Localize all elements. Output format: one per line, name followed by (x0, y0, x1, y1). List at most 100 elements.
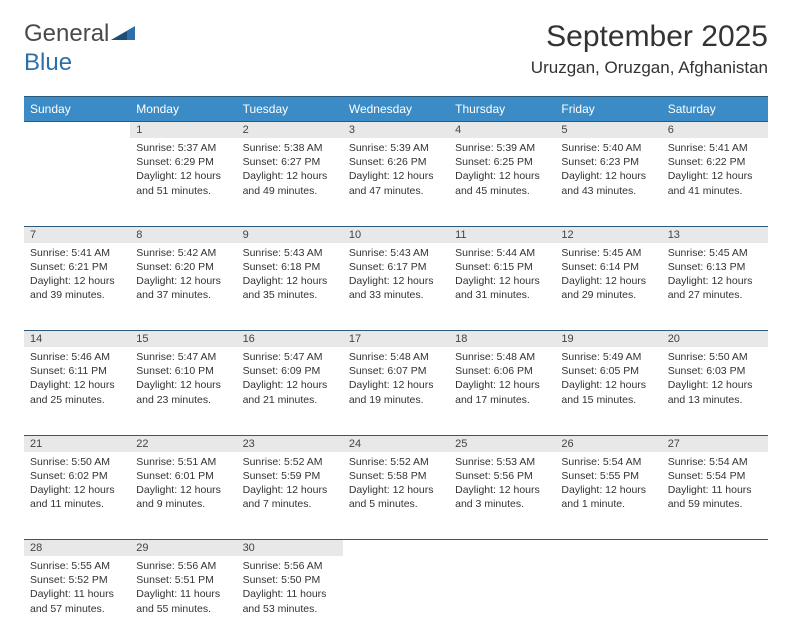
sunrise-line: Sunrise: 5:47 AM (243, 350, 337, 364)
brand-logo: General Blue (24, 20, 137, 77)
day-number-cell: 13 (662, 226, 768, 243)
day-detail-cell: Sunrise: 5:56 AMSunset: 5:50 PMDaylight:… (237, 556, 343, 644)
sunset-line: Sunset: 6:27 PM (243, 155, 337, 169)
day-detail-cell: Sunrise: 5:46 AMSunset: 6:11 PMDaylight:… (24, 347, 130, 435)
sunset-line: Sunset: 6:01 PM (136, 469, 230, 483)
daynum-row: 21222324252627 (24, 435, 768, 452)
sunset-line: Sunset: 6:09 PM (243, 364, 337, 378)
sunset-line: Sunset: 6:21 PM (30, 260, 124, 274)
detail-row: Sunrise: 5:55 AMSunset: 5:52 PMDaylight:… (24, 556, 768, 644)
day-number-cell: 3 (343, 122, 449, 139)
sunset-line: Sunset: 6:13 PM (668, 260, 762, 274)
sunrise-line: Sunrise: 5:56 AM (136, 559, 230, 573)
detail-row: Sunrise: 5:50 AMSunset: 6:02 PMDaylight:… (24, 452, 768, 540)
day-number-cell: 9 (237, 226, 343, 243)
day-number-cell (449, 540, 555, 557)
day-detail-cell: Sunrise: 5:47 AMSunset: 6:10 PMDaylight:… (130, 347, 236, 435)
daynum-row: 282930 (24, 540, 768, 557)
sunrise-line: Sunrise: 5:54 AM (561, 455, 655, 469)
day-number-cell: 6 (662, 122, 768, 139)
sunrise-line: Sunrise: 5:56 AM (243, 559, 337, 573)
day-detail-cell: Sunrise: 5:42 AMSunset: 6:20 PMDaylight:… (130, 243, 236, 331)
daylight-line: Daylight: 12 hours and 15 minutes. (561, 378, 655, 406)
sunset-line: Sunset: 5:59 PM (243, 469, 337, 483)
sunset-line: Sunset: 6:18 PM (243, 260, 337, 274)
day-detail-cell: Sunrise: 5:41 AMSunset: 6:21 PMDaylight:… (24, 243, 130, 331)
triangle-icon (111, 21, 137, 49)
sunrise-line: Sunrise: 5:48 AM (455, 350, 549, 364)
sunset-line: Sunset: 6:03 PM (668, 364, 762, 378)
sunset-line: Sunset: 5:52 PM (30, 573, 124, 587)
weekday-header: Wednesday (343, 97, 449, 122)
sunrise-line: Sunrise: 5:41 AM (30, 246, 124, 260)
weekday-header: Sunday (24, 97, 130, 122)
day-number-cell: 12 (555, 226, 661, 243)
daylight-line: Daylight: 12 hours and 21 minutes. (243, 378, 337, 406)
brand-text-blue: Blue (24, 49, 72, 76)
day-number-cell: 15 (130, 331, 236, 348)
daylight-line: Daylight: 12 hours and 13 minutes. (668, 378, 762, 406)
sunrise-line: Sunrise: 5:49 AM (561, 350, 655, 364)
calendar-table: Sunday Monday Tuesday Wednesday Thursday… (24, 96, 768, 644)
brand-text-gray: General (24, 20, 109, 47)
daylight-line: Daylight: 11 hours and 57 minutes. (30, 587, 124, 615)
day-detail-cell: Sunrise: 5:50 AMSunset: 6:02 PMDaylight:… (24, 452, 130, 540)
title-block: September 2025 Uruzgan, Oruzgan, Afghani… (531, 20, 768, 78)
day-detail-cell: Sunrise: 5:40 AMSunset: 6:23 PMDaylight:… (555, 138, 661, 226)
sunset-line: Sunset: 5:58 PM (349, 469, 443, 483)
daylight-line: Daylight: 12 hours and 33 minutes. (349, 274, 443, 302)
day-number-cell: 1 (130, 122, 236, 139)
daylight-line: Daylight: 12 hours and 29 minutes. (561, 274, 655, 302)
day-detail-cell: Sunrise: 5:48 AMSunset: 6:07 PMDaylight:… (343, 347, 449, 435)
day-number-cell: 5 (555, 122, 661, 139)
sunrise-line: Sunrise: 5:40 AM (561, 141, 655, 155)
day-detail-cell: Sunrise: 5:51 AMSunset: 6:01 PMDaylight:… (130, 452, 236, 540)
sunset-line: Sunset: 6:22 PM (668, 155, 762, 169)
sunrise-line: Sunrise: 5:38 AM (243, 141, 337, 155)
day-number-cell: 25 (449, 435, 555, 452)
day-number-cell: 10 (343, 226, 449, 243)
day-detail-cell (343, 556, 449, 644)
day-detail-cell (24, 138, 130, 226)
sunset-line: Sunset: 6:05 PM (561, 364, 655, 378)
daylight-line: Daylight: 12 hours and 37 minutes. (136, 274, 230, 302)
detail-row: Sunrise: 5:41 AMSunset: 6:21 PM Daylight:… (24, 243, 768, 331)
day-number-cell: 21 (24, 435, 130, 452)
sunset-line: Sunset: 6:14 PM (561, 260, 655, 274)
weekday-header: Friday (555, 97, 661, 122)
sunrise-line: Sunrise: 5:47 AM (136, 350, 230, 364)
sunrise-line: Sunrise: 5:42 AM (136, 246, 230, 260)
day-number-cell: 11 (449, 226, 555, 243)
sunset-line: Sunset: 6:02 PM (30, 469, 124, 483)
daylight-line: Daylight: 11 hours and 55 minutes. (136, 587, 230, 615)
day-detail-cell: Sunrise: 5:37 AMSunset: 6:29 PMDaylight:… (130, 138, 236, 226)
day-detail-cell: Sunrise: 5:45 AMSunset: 6:14 PMDaylight:… (555, 243, 661, 331)
location-text: Uruzgan, Oruzgan, Afghanistan (531, 58, 768, 78)
daylight-line: Daylight: 12 hours and 23 minutes. (136, 378, 230, 406)
day-detail-cell: Sunrise: 5:39 AMSunset: 6:26 PMDaylight:… (343, 138, 449, 226)
sunset-line: Sunset: 6:15 PM (455, 260, 549, 274)
day-number-cell: 20 (662, 331, 768, 348)
daylight-line: Daylight: 12 hours and 47 minutes. (349, 169, 443, 197)
weekday-header: Saturday (662, 97, 768, 122)
day-detail-cell: Sunrise: 5:41 AMSunset: 6:22 PMDaylight:… (662, 138, 768, 226)
sunset-line: Sunset: 5:51 PM (136, 573, 230, 587)
day-number-cell: 14 (24, 331, 130, 348)
sunrise-line: Sunrise: 5:39 AM (349, 141, 443, 155)
daylight-line: Daylight: 12 hours and 31 minutes. (455, 274, 549, 302)
weekday-header: Thursday (449, 97, 555, 122)
day-detail-cell: Sunrise: 5:50 AMSunset: 6:03 PMDaylight:… (662, 347, 768, 435)
sunrise-line: Sunrise: 5:43 AM (349, 246, 443, 260)
daylight-line: Daylight: 12 hours and 25 minutes. (30, 378, 124, 406)
sunrise-line: Sunrise: 5:51 AM (136, 455, 230, 469)
daynum-row: 14151617181920 (24, 331, 768, 348)
sunrise-line: Sunrise: 5:53 AM (455, 455, 549, 469)
page-header: General Blue September 2025 Uruzgan, Oru… (24, 20, 768, 78)
daylight-line: Daylight: 12 hours and 19 minutes. (349, 378, 443, 406)
sunset-line: Sunset: 6:11 PM (30, 364, 124, 378)
sunrise-line: Sunrise: 5:50 AM (30, 455, 124, 469)
sunrise-line: Sunrise: 5:46 AM (30, 350, 124, 364)
day-number-cell: 18 (449, 331, 555, 348)
day-detail-cell (449, 556, 555, 644)
day-number-cell (555, 540, 661, 557)
